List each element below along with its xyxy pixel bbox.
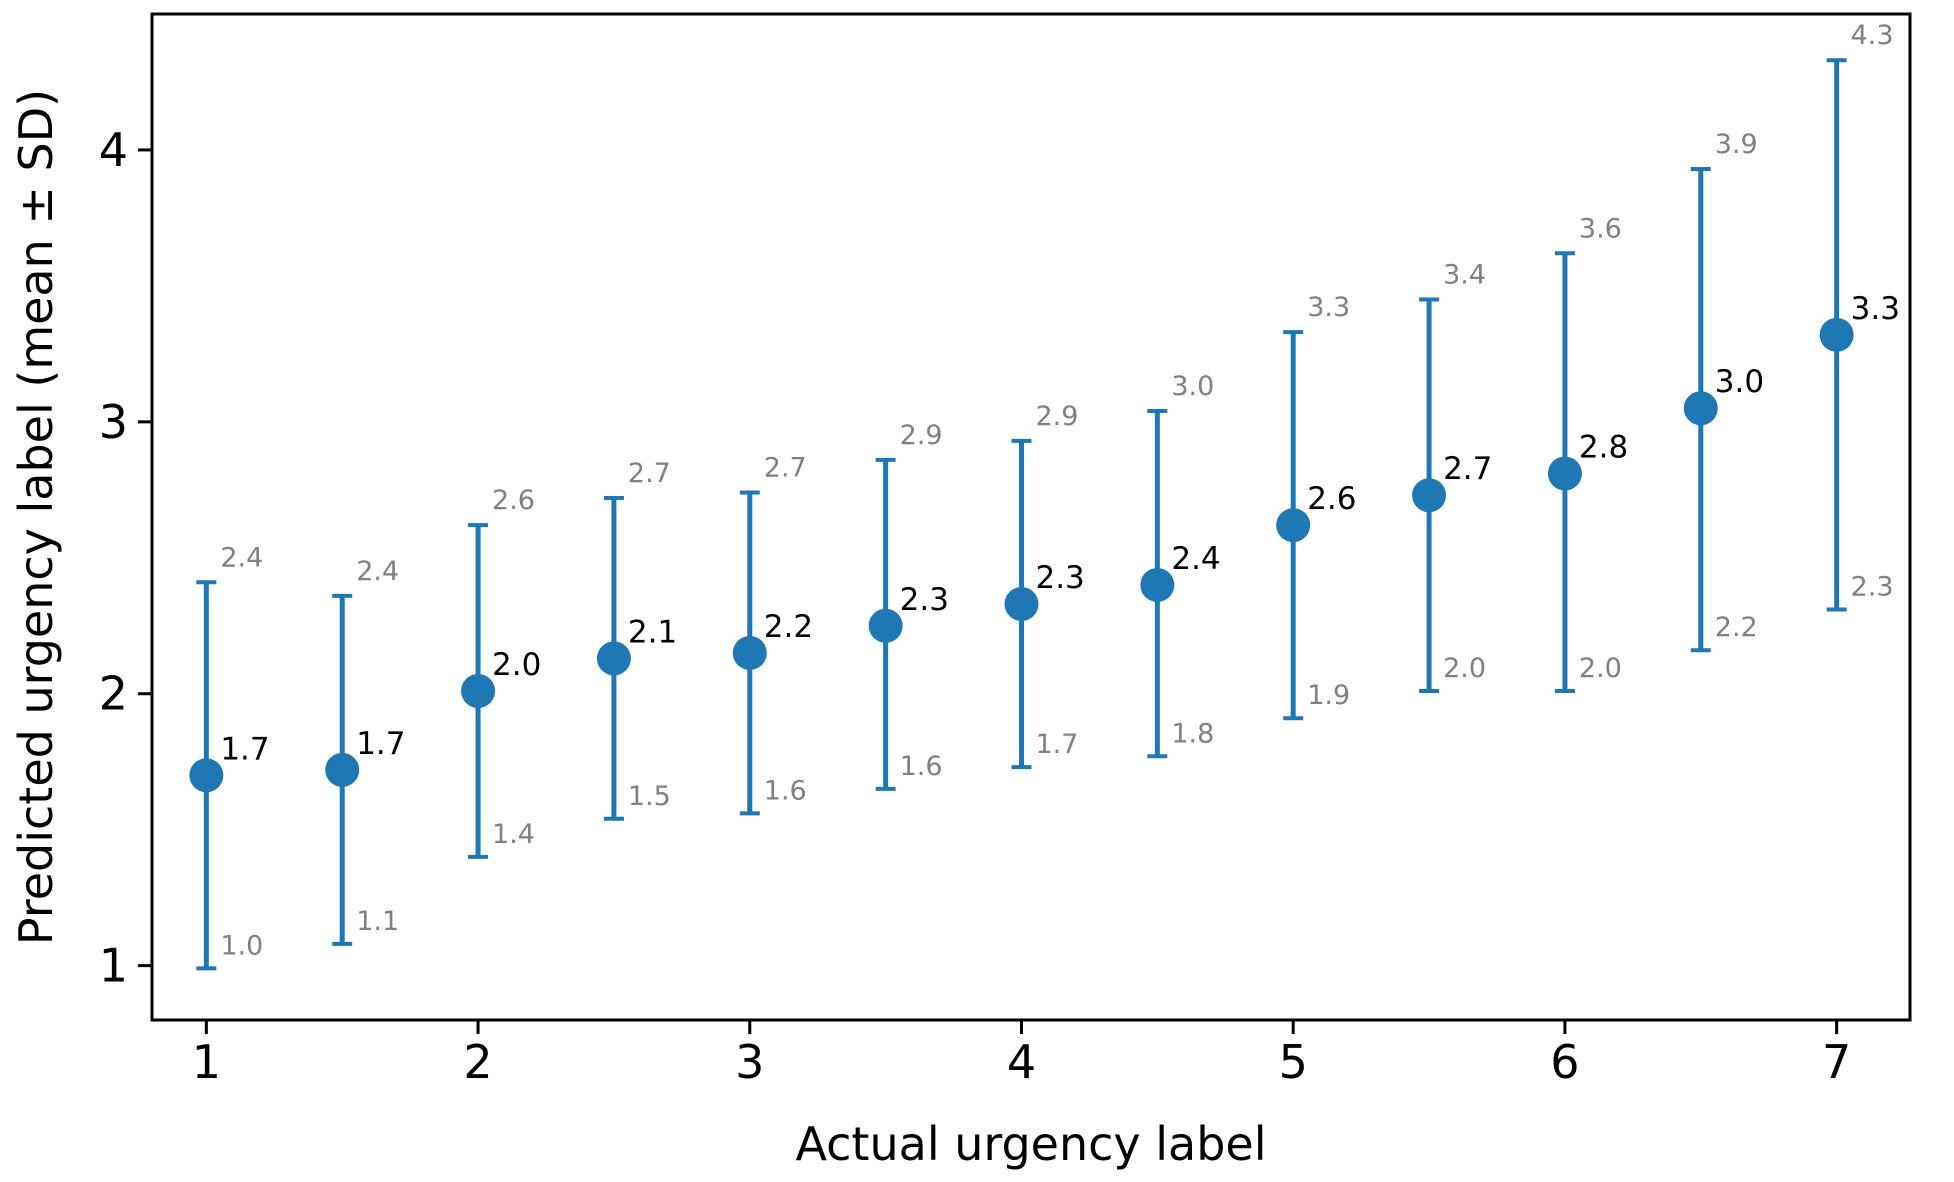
upper-bound-label: 2.4 — [356, 556, 399, 587]
x-tick-label-6: 6 — [1550, 1035, 1579, 1089]
upper-bound-label: 2.9 — [1035, 401, 1078, 432]
plot-frame — [150, 12, 1912, 1022]
y-tick-label-2: 2 — [99, 667, 128, 721]
mean-point — [1547, 456, 1582, 491]
chart-marks: 1.7 2.4 1.0 1.7 2.4 1.1 2.0 2.6 1.4 2.1 2.7 1.5 2.2 2… — [189, 20, 1900, 971]
mean-label: 3.0 — [1715, 364, 1764, 400]
mean-point — [732, 635, 767, 670]
mean-label: 2.2 — [764, 609, 813, 645]
x-tick-label-7: 7 — [1822, 1035, 1851, 1089]
lower-bound-label: 1.6 — [900, 751, 943, 782]
mean-point — [1412, 478, 1447, 513]
upper-bound-label: 2.7 — [628, 458, 671, 489]
lower-bound-label: 1.4 — [492, 819, 535, 850]
y-tick-label-1: 1 — [99, 939, 128, 993]
upper-bound-label: 3.3 — [1307, 292, 1350, 323]
mean-point — [1819, 317, 1854, 352]
lower-bound-label: 1.6 — [764, 775, 807, 806]
x-tick-label-2: 2 — [463, 1035, 492, 1089]
lower-bound-label: 1.9 — [1307, 680, 1350, 711]
lower-bound-label: 1.0 — [220, 930, 263, 961]
upper-bound-label: 3.0 — [1171, 371, 1214, 402]
mean-label: 3.3 — [1851, 291, 1900, 327]
lower-bound-label: 2.0 — [1579, 653, 1622, 684]
x-tick-label-5: 5 — [1279, 1035, 1308, 1089]
mean-label: 1.7 — [220, 731, 269, 767]
upper-bound-label: 3.9 — [1715, 129, 1758, 160]
x-tick-label-3: 3 — [735, 1035, 764, 1089]
lower-bound-label: 2.2 — [1715, 612, 1758, 643]
x-axis-title: Actual urgency label — [795, 1117, 1266, 1171]
lower-bound-label: 1.8 — [1171, 718, 1214, 749]
mean-point — [461, 674, 496, 709]
lower-bound-label: 1.1 — [356, 906, 399, 937]
upper-bound-label: 3.4 — [1443, 259, 1486, 290]
mean-point — [1276, 508, 1311, 543]
mean-label: 1.7 — [356, 726, 405, 762]
mean-label: 2.4 — [1171, 541, 1220, 577]
upper-bound-label: 2.6 — [492, 485, 535, 516]
mean-point — [1683, 391, 1718, 426]
y-axis-title: Predicted urgency label (mean ± SD) — [9, 89, 63, 945]
mean-label: 2.1 — [628, 614, 677, 650]
mean-point — [189, 758, 224, 793]
mean-label: 2.6 — [1307, 481, 1356, 517]
lower-bound-label: 2.3 — [1851, 571, 1894, 602]
lower-bound-label: 1.5 — [628, 781, 671, 812]
upper-bound-label: 2.7 — [764, 453, 807, 484]
mean-point — [596, 641, 631, 676]
lower-bound-label: 1.7 — [1035, 729, 1078, 760]
chart-axes: 1 2 3 4 5 6 7 1 2 3 4 — [99, 123, 1852, 1089]
mean-label: 2.3 — [1035, 560, 1084, 596]
mean-point — [1004, 587, 1039, 622]
x-tick-label-1: 1 — [192, 1035, 221, 1089]
mean-point — [325, 752, 360, 787]
upper-bound-label: 2.4 — [220, 542, 263, 573]
upper-bound-label: 4.3 — [1851, 20, 1894, 51]
lower-bound-label: 2.0 — [1443, 653, 1486, 684]
x-tick-label-4: 4 — [1007, 1035, 1036, 1089]
mean-point — [1140, 567, 1175, 602]
mean-label: 2.7 — [1443, 451, 1492, 487]
mean-label: 2.3 — [900, 582, 949, 618]
y-tick-label-4: 4 — [99, 123, 128, 177]
upper-bound-label: 2.9 — [900, 420, 943, 451]
upper-bound-label: 3.6 — [1579, 213, 1622, 244]
y-tick-label-3: 3 — [99, 395, 128, 449]
mean-label: 2.8 — [1579, 429, 1628, 465]
mean-label: 2.0 — [492, 647, 541, 683]
mean-point — [868, 608, 903, 643]
